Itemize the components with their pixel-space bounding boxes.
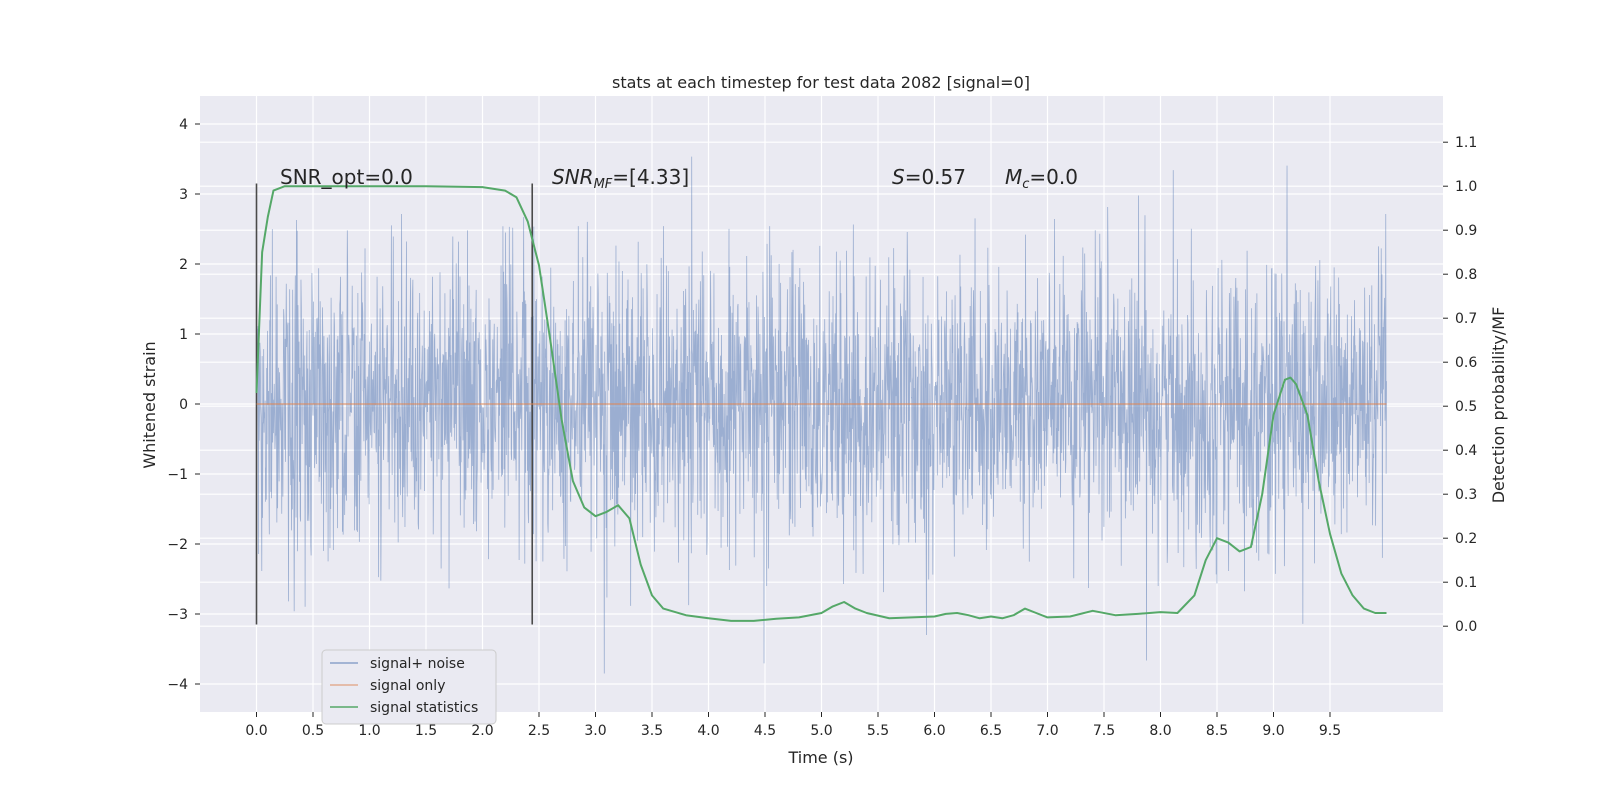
x-tick-label: 8.5 <box>1206 723 1228 739</box>
x-tick-label: 0.5 <box>302 723 324 739</box>
x-tick-label: 2.0 <box>471 723 493 739</box>
y2-axis-label: Detection probability/MF <box>1489 307 1508 504</box>
x-tick-label: 5.0 <box>810 723 832 739</box>
annotation-s-var: S <box>892 165 905 189</box>
x-tick-label: 9.5 <box>1319 723 1341 739</box>
annotation-mc-var: M <box>1005 165 1022 189</box>
annotation-s-value: =0.57 <box>905 165 966 189</box>
annotation-mc-value: =0.0 <box>1029 165 1078 189</box>
y2-tick-label: 1.1 <box>1455 135 1477 151</box>
legend-label-signal-only: signal only <box>370 678 445 694</box>
x-tick-label: 6.5 <box>980 723 1002 739</box>
legend-label-signal-statistics: signal statistics <box>370 700 478 716</box>
x-tick-label: 8.0 <box>1149 723 1171 739</box>
y2-tick-label: 0.1 <box>1455 575 1477 591</box>
annotation-snr-mf: SNRMF=[4.33] <box>552 165 689 192</box>
x-tick-label: 1.5 <box>415 723 437 739</box>
y-tick-label: 1 <box>179 327 188 343</box>
annotation-mc: Mc=0.0 <box>1005 165 1078 192</box>
x-tick-label: 3.0 <box>584 723 606 739</box>
annotation-s: S=0.57 <box>892 165 966 189</box>
y-tick-label: −1 <box>167 467 188 483</box>
annotation-mc-sub: c <box>1022 177 1029 192</box>
x-tick-label: 4.0 <box>697 723 719 739</box>
series-signal-statistics <box>255 185 1387 622</box>
y2-tick-label: 0.2 <box>1455 531 1477 547</box>
series-layer <box>255 156 1387 674</box>
x-tick-label: 6.0 <box>923 723 945 739</box>
axes-layer: 0.0 0.5 1.0 1.5 2.0 2.5 3.0 3.5 4.0 4.5 5.0 5.5 6.0 6… <box>167 117 1477 739</box>
y-tick-label: −2 <box>167 537 188 553</box>
chart-title: stats at each timestep for test data 208… <box>612 73 1030 92</box>
y2-tick-label: 0.0 <box>1455 619 1477 635</box>
y2-tick-label: 0.9 <box>1455 223 1477 239</box>
y-tick-label: 0 <box>179 397 188 413</box>
annotation-snr-mf-main: SNR <box>552 165 594 189</box>
x-tick-label: 2.5 <box>528 723 550 739</box>
y-tick-label: 4 <box>179 117 188 133</box>
legend: signal+ noise signal only signal statist… <box>321 649 497 725</box>
annotation-snr-opt: SNR_opt=0.0 <box>280 165 413 189</box>
y-tick-label: 3 <box>179 187 188 203</box>
legend-label-signal-noise: signal+ noise <box>370 656 465 672</box>
x-tick-label: 1.0 <box>358 723 380 739</box>
y2-tick-label: 0.8 <box>1455 267 1477 283</box>
y2-tick-label: 0.7 <box>1455 311 1477 327</box>
y-tick-label: −3 <box>167 607 188 623</box>
annotations: SNR_opt=0.0 SNRMF=[4.33] S=0.57 Mc=0.0 <box>280 165 1078 192</box>
y2-tick-label: 0.3 <box>1455 487 1477 503</box>
y2-tick-label: 0.4 <box>1455 443 1477 459</box>
y2-tick-label: 0.6 <box>1455 355 1477 371</box>
x-tick-label: 9.0 <box>1262 723 1284 739</box>
annotation-snr-mf-value: =[4.33] <box>612 165 689 189</box>
x-axis-label: Time (s) <box>787 748 853 767</box>
y2-tick-label: 1.0 <box>1455 179 1477 195</box>
x-tick-label: 7.5 <box>1093 723 1115 739</box>
y-axis-label: Whitened strain <box>140 341 159 468</box>
x-tick-label: 5.5 <box>867 723 889 739</box>
x-tick-label: 7.0 <box>1036 723 1058 739</box>
y-tick-label: −4 <box>167 677 188 693</box>
annotation-snr-mf-sub: MF <box>594 177 613 192</box>
x-tick-label: 0.0 <box>245 723 267 739</box>
y2-tick-label: 0.5 <box>1455 399 1477 415</box>
x-tick-label: 3.5 <box>641 723 663 739</box>
x-tick-label: 4.5 <box>754 723 776 739</box>
y-tick-label: 2 <box>179 257 188 273</box>
legend-box <box>321 649 497 725</box>
